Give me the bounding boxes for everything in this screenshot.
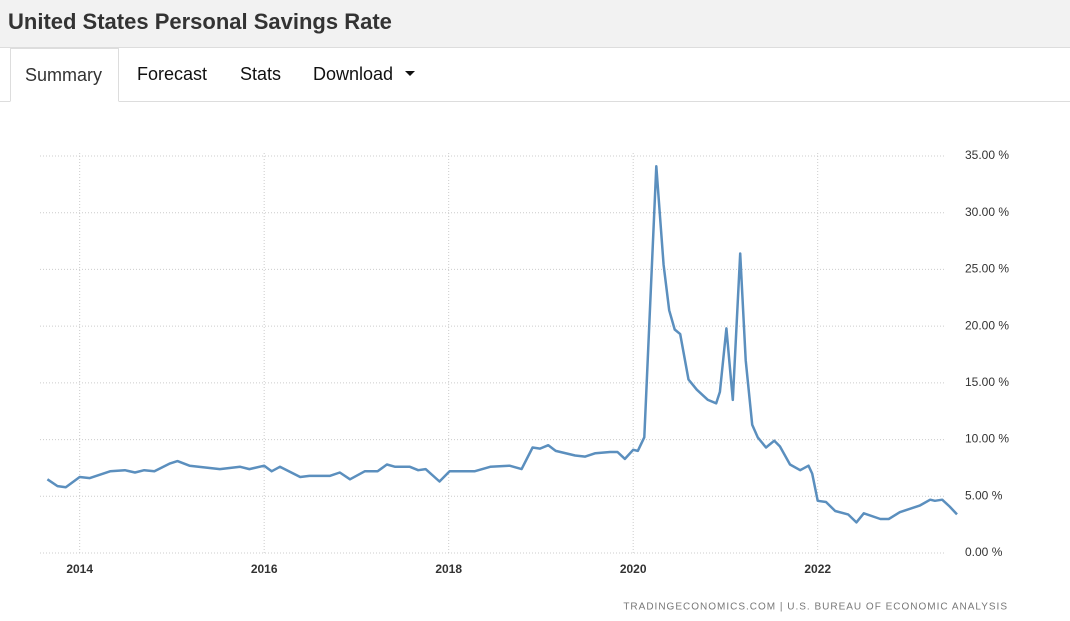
tab[interactable]: Forecast	[137, 64, 208, 84]
y-tick-label: 30.00 %	[965, 205, 1009, 219]
dropdown-caret[interactable]	[404, 70, 416, 78]
y-tick-label: 10.00 %	[965, 432, 1009, 446]
y-tick-label: 15.00 %	[965, 375, 1009, 389]
tab-bar: Summary Forecast Stats Download	[0, 48, 1070, 102]
tab[interactable]: Summary	[10, 48, 119, 102]
page-title: United States Personal Savings Rate	[8, 9, 392, 34]
tab[interactable]: Download	[313, 64, 394, 84]
y-tick-label: 25.00 %	[965, 262, 1009, 276]
y-tick-label: 5.00 %	[965, 488, 1003, 502]
y-tick-label: 0.00 %	[965, 545, 1003, 559]
source-note: TRADINGECONOMICS.COM | U.S. BUREAU OF EC…	[623, 602, 1008, 613]
y-tick-label: 20.00 %	[965, 318, 1009, 332]
x-tick-label: 2016	[251, 562, 278, 576]
header: United States Personal Savings Rate	[0, 0, 1070, 48]
x-tick-label: 2018	[435, 562, 462, 576]
x-tick-label: 2014	[66, 562, 93, 576]
data-line	[46, 164, 958, 524]
chart: 0.00 % 5.00 % 10.00 % 15.00 % 20.00 % 25.00 %…	[40, 148, 1009, 613]
x-tick-label: 2022	[804, 562, 831, 576]
tab[interactable]: Stats	[240, 64, 282, 84]
x-tick-label: 2020	[620, 562, 647, 576]
y-tick-label: 35.00 %	[965, 148, 1009, 162]
